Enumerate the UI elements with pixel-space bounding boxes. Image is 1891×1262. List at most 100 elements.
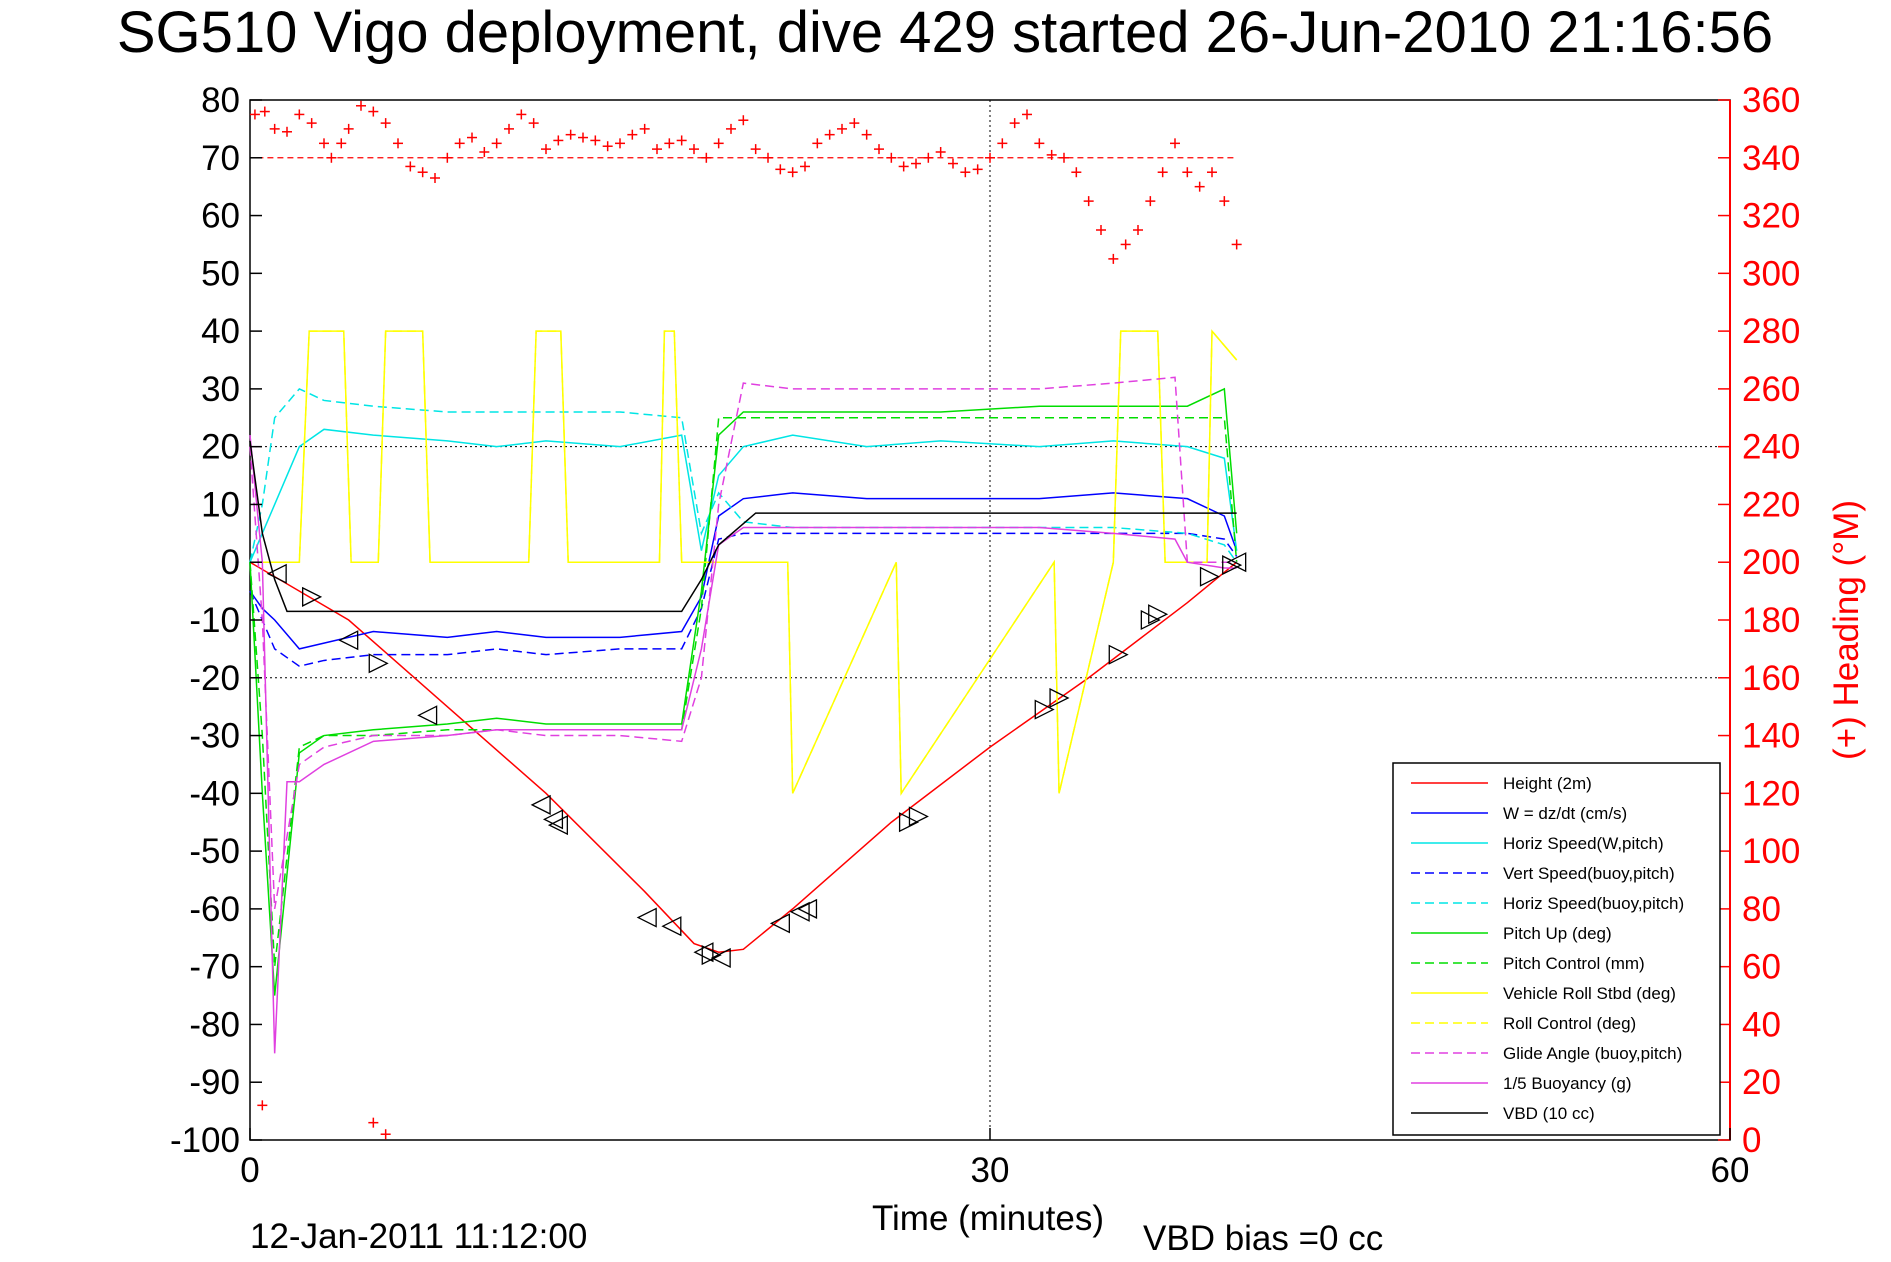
- y-tick-label: -60: [189, 890, 240, 929]
- heading-point: [326, 152, 337, 163]
- y-tick-label: 10: [201, 485, 240, 524]
- depth-marker: [1108, 644, 1129, 665]
- legend-label: Vert Speed(buoy,pitch): [1503, 864, 1675, 883]
- y-tick-label: 30: [201, 370, 240, 409]
- depth-marker: [1140, 609, 1161, 631]
- heading-point: [911, 158, 921, 169]
- heading-point: [380, 118, 391, 129]
- series-line-3: [249, 532, 1238, 668]
- legend-label: Glide Angle (buoy,pitch): [1503, 1044, 1682, 1063]
- x-axis-label: Time (minutes): [872, 1199, 1104, 1238]
- heading-point: [294, 109, 305, 120]
- y2-tick-label: 220: [1742, 485, 1800, 524]
- legend-label: Horiz Speed(W,pitch): [1503, 834, 1664, 853]
- heading-point: [997, 138, 1008, 149]
- heading-point: [1046, 149, 1057, 160]
- depth-marker: [797, 898, 818, 919]
- legend-label: Roll Control (deg): [1503, 1014, 1636, 1033]
- x-tick-label: 30: [971, 1151, 1010, 1190]
- heading-point: [763, 152, 773, 163]
- series-line-4: [249, 387, 1238, 563]
- heading-point: [874, 144, 884, 155]
- y-tick-label: -20: [189, 659, 240, 698]
- heading-point: [356, 100, 366, 111]
- series-line-8: [250, 329, 1238, 796]
- legend-label: Height (2m): [1503, 774, 1592, 793]
- heading-point: [652, 144, 662, 155]
- depth-marker: [898, 812, 920, 833]
- heading-point: [1009, 118, 1020, 129]
- heading-point: [454, 138, 465, 149]
- heading-point: [491, 138, 502, 149]
- ticks: 80706050403020100-10-20-30-40-50-60-70-8…: [170, 81, 1800, 1190]
- y2-tick-label: 260: [1742, 370, 1800, 409]
- y-tick-label: -40: [189, 774, 240, 813]
- legend-label: Pitch Control (mm): [1503, 954, 1645, 973]
- vbd-bias-label: VBD bias =0 cc: [1143, 1219, 1383, 1258]
- y-tick-label: 60: [201, 197, 240, 236]
- y-tick-label: -100: [170, 1121, 240, 1160]
- heading-point: [553, 135, 564, 146]
- y2-tick-label: 140: [1742, 717, 1800, 756]
- depth-marker: [266, 563, 287, 584]
- heading-point: [430, 173, 440, 183]
- heading-point: [1059, 152, 1069, 163]
- heading-point: [615, 138, 625, 149]
- heading-point: [726, 123, 736, 134]
- heading-point: [689, 144, 699, 155]
- heading-point: [590, 135, 601, 146]
- series-line-2: [249, 428, 1238, 563]
- depth-marker: [302, 586, 323, 607]
- y2-tick-label: 240: [1742, 428, 1800, 467]
- legend-label: Horiz Speed(buoy,pitch): [1503, 894, 1684, 913]
- y2-tick-label: 200: [1742, 543, 1800, 582]
- series-line-11: [249, 440, 1237, 613]
- heading-point: [467, 132, 477, 143]
- heading-point: [849, 118, 860, 129]
- y2-tick-label: 300: [1742, 254, 1800, 293]
- heading-point: [368, 1117, 379, 1128]
- heading-point: [393, 138, 403, 149]
- depth-marker: [417, 705, 438, 726]
- series-line-6: [249, 417, 1238, 967]
- y2-tick-label: 40: [1742, 1005, 1781, 1044]
- heading-point: [269, 123, 280, 134]
- footer-date: 12-Jan-2011 11:12:00: [250, 1217, 587, 1256]
- heading-point: [923, 152, 934, 163]
- y2-tick-label: 320: [1742, 197, 1800, 236]
- heading-point: [1108, 253, 1119, 264]
- heading-point: [824, 129, 835, 140]
- heading-point: [1194, 181, 1205, 192]
- y2-tick-label: 80: [1742, 890, 1781, 929]
- depth-marker: [1199, 566, 1220, 587]
- heading-point: [259, 106, 270, 117]
- heading-point: [639, 123, 650, 134]
- y-tick-label: 0: [221, 543, 240, 582]
- heading-point: [676, 135, 687, 146]
- depth-marker: [636, 907, 657, 928]
- depth-marker: [542, 809, 564, 830]
- y2-axis-label: (+) Heading (°M): [1827, 500, 1866, 760]
- heading-point: [1145, 196, 1156, 207]
- y-tick-label: 20: [201, 428, 240, 467]
- heading-point: [935, 147, 946, 157]
- y-tick-label: -50: [189, 832, 240, 871]
- x-tick-label: 60: [1711, 1151, 1750, 1190]
- heading-point: [1034, 138, 1045, 149]
- heading-point: [516, 109, 527, 120]
- depth-marker: [710, 947, 731, 969]
- legend-label: VBD (10 cc): [1503, 1104, 1595, 1123]
- y2-tick-label: 60: [1742, 948, 1781, 987]
- heading-point: [1083, 196, 1094, 207]
- heading-point: [1022, 109, 1032, 120]
- series-layer: [249, 329, 1238, 1054]
- heading-point: [948, 158, 958, 169]
- heading-point: [800, 161, 810, 172]
- heading-point: [898, 161, 909, 172]
- heading-point: [738, 115, 749, 126]
- depth-marker: [693, 942, 714, 963]
- heading-point: [343, 123, 354, 134]
- heading-point: [985, 152, 995, 163]
- depth-marker: [530, 794, 551, 815]
- heading-point: [405, 161, 416, 172]
